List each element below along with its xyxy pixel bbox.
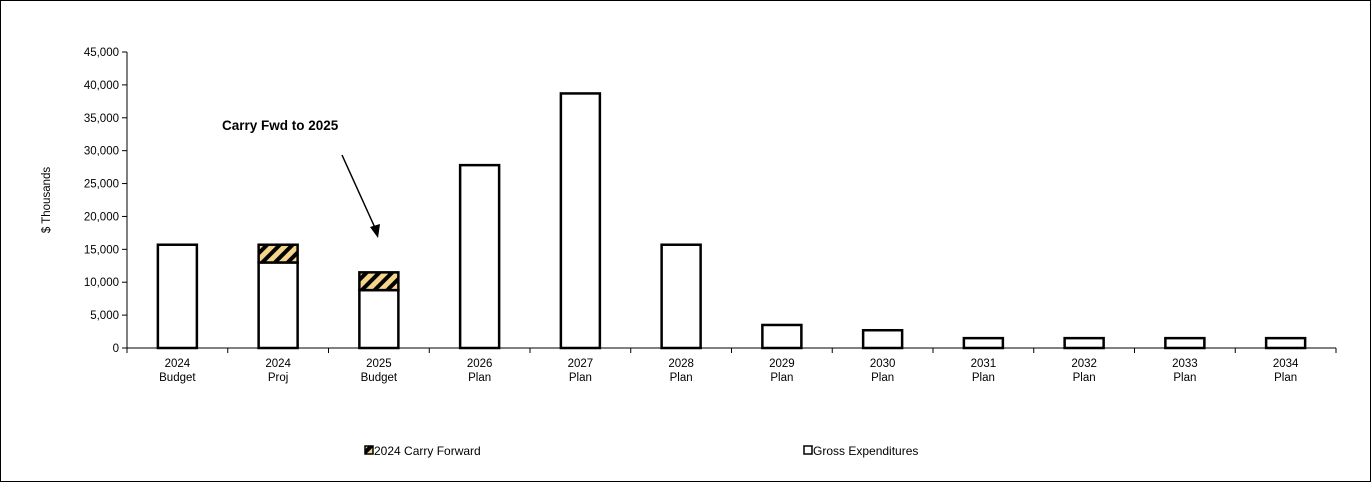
x-tick-label-year: 2032 xyxy=(1071,358,1097,370)
x-tick-label-year: 2025 xyxy=(366,358,392,370)
y-tick-label: 30,000 xyxy=(84,146,119,158)
annotation-text: Carry Fwd to 2025 xyxy=(222,118,339,133)
bar-carry-forward xyxy=(257,243,299,264)
x-tick-label-type: Plan xyxy=(871,372,894,384)
bar-gross-expenditures xyxy=(1164,336,1206,350)
x-tick-label-year: 2030 xyxy=(870,358,896,370)
x-tick-label-type: Plan xyxy=(569,372,592,384)
legend-label-carry-forward: 2024 Carry Forward xyxy=(374,444,481,458)
bar-gross-expenditures xyxy=(156,243,199,350)
y-tick-label: 5,000 xyxy=(90,310,119,322)
bar-gross-expenditures xyxy=(1063,336,1105,350)
x-tick-label-year: 2028 xyxy=(668,358,694,370)
annotation-arrow-line xyxy=(341,154,377,231)
y-tick-label: 40,000 xyxy=(84,80,119,92)
x-tick-label-type: Budget xyxy=(361,372,398,384)
bar-gross-expenditures xyxy=(559,92,602,350)
x-tick-label-year: 2024 xyxy=(165,358,191,370)
x-tick-label-type: Plan xyxy=(670,372,693,384)
y-tick-label: 20,000 xyxy=(84,211,119,223)
x-tick-label-year: 2029 xyxy=(769,358,795,370)
y-tick-label: 35,000 xyxy=(84,113,119,125)
bar-gross-expenditures xyxy=(962,336,1005,350)
x-tick-label-type: Budget xyxy=(159,372,196,384)
bar-gross-expenditures xyxy=(458,163,501,350)
x-tick-label-year: 2034 xyxy=(1273,358,1299,370)
legend-swatch-carry-forward xyxy=(364,445,374,455)
y-tick-label: 15,000 xyxy=(84,244,119,256)
y-tick-label: 45,000 xyxy=(84,47,119,59)
bar-gross-expenditures xyxy=(861,328,904,350)
x-tick-label-year: 2033 xyxy=(1172,358,1198,370)
bar-gross-expenditures xyxy=(257,261,299,350)
x-tick-label-type: Plan xyxy=(468,372,491,384)
x-tick-label-type: Plan xyxy=(770,372,793,384)
legend-swatch-gross-expenditures xyxy=(803,445,813,455)
x-tick-label-year: 2027 xyxy=(568,358,594,370)
x-tick-label-type: Plan xyxy=(1274,372,1297,384)
x-tick-label-year: 2024 xyxy=(265,358,291,370)
y-axis-title: $ Thousands xyxy=(41,167,53,234)
x-tick-label-year: 2026 xyxy=(467,358,493,370)
x-tick-label-year: 2031 xyxy=(971,358,997,370)
x-tick-label-type: Plan xyxy=(1073,372,1096,384)
bar-gross-expenditures xyxy=(358,288,400,350)
bar-gross-expenditures xyxy=(660,243,702,350)
legend-label-gross-expenditures: Gross Expenditures xyxy=(813,444,918,458)
y-tick-label: 25,000 xyxy=(84,179,119,191)
x-tick-label-type: Proj xyxy=(268,372,288,384)
x-tick-label-type: Plan xyxy=(972,372,995,384)
bar-gross-expenditures xyxy=(761,323,803,350)
y-tick-label: 10,000 xyxy=(84,277,119,289)
legend: 2024 Carry Forward Gross Expenditures xyxy=(364,444,918,458)
x-tick-label-type: Plan xyxy=(1173,372,1196,384)
bar-carry-forward xyxy=(358,271,400,292)
y-tick-label: 0 xyxy=(113,343,119,355)
annotation-arrowhead xyxy=(370,224,380,238)
bar-gross-expenditures xyxy=(1264,336,1307,350)
